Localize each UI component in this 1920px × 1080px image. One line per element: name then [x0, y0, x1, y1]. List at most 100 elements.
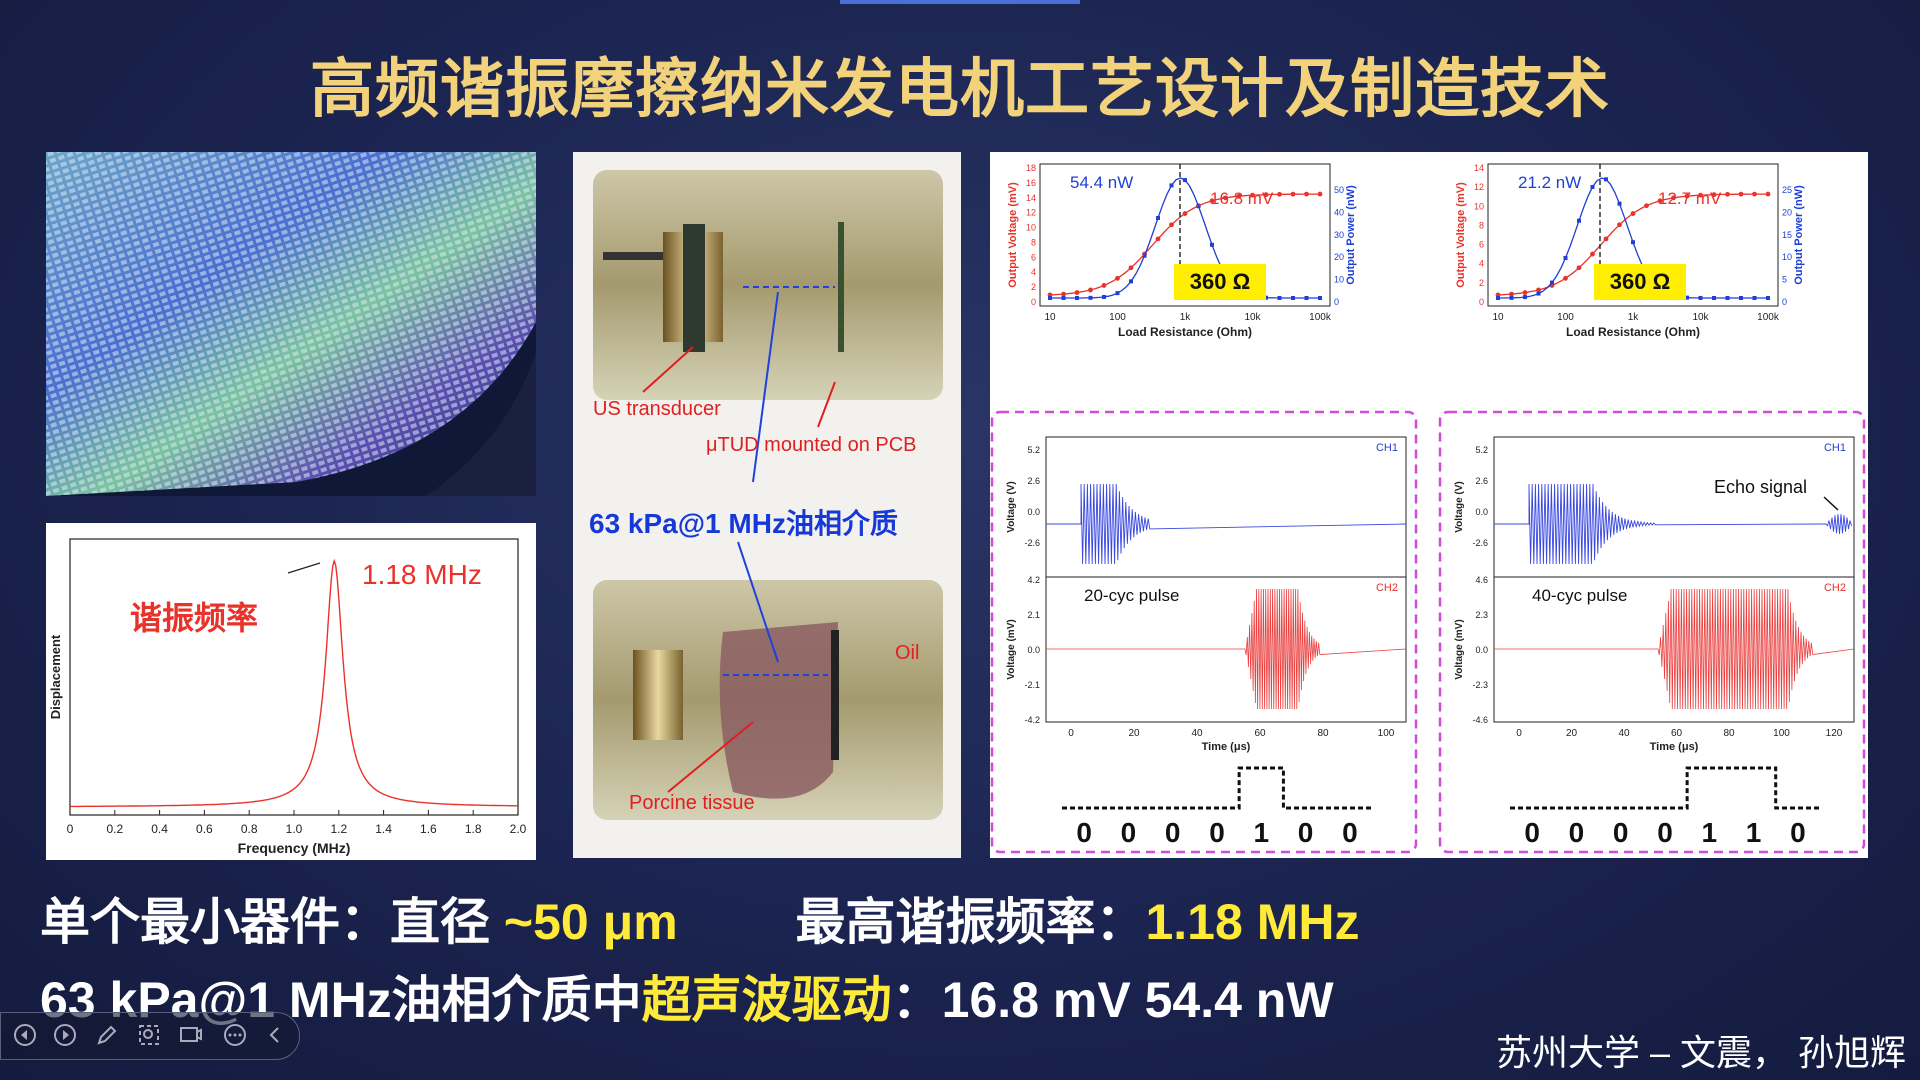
chart-left-ytick-left: 0	[1031, 297, 1036, 307]
scope-left-bit: 0	[1209, 817, 1225, 848]
chart-left-ytick-right: 10	[1334, 275, 1344, 285]
scope-right-xlabel: Time (μs)	[1650, 741, 1699, 753]
scope-right-ytick1: -2.6	[1472, 538, 1488, 548]
freq-xtick-label: 1.0	[286, 822, 303, 836]
summary-line-1: 单个最小器件：直径 ~50 μm 最高谐振频率：1.18 MHz	[40, 882, 1359, 954]
resonance-curve	[70, 558, 518, 808]
oil-label: Oil	[895, 642, 920, 664]
chart-left-xtick: 10k	[1244, 312, 1261, 323]
zoom-icon[interactable]	[137, 1023, 161, 1047]
scope-right-echo-label: Echo signal	[1714, 477, 1807, 497]
scope-right-ytick2: 0.0	[1475, 645, 1488, 655]
resonance-annotation: 1.18 MHz	[362, 559, 482, 590]
resonance-label: 谐振频率	[130, 600, 259, 636]
next-icon[interactable]	[53, 1023, 77, 1047]
scope-left-ch1-trace	[1046, 483, 1407, 565]
credit-text: 苏州大学 – 文震， 孙旭辉	[1495, 1032, 1906, 1073]
slideshow-toolbar	[0, 1012, 300, 1060]
screen-icon[interactable]	[179, 1023, 203, 1047]
freq-xtick-label: 0.2	[106, 822, 123, 836]
chart-right-xlabel: Load Resistance (Ohm)	[1566, 325, 1700, 339]
scope-left-ytick1: 0.0	[1027, 507, 1040, 517]
scope-left-dashed-box	[990, 410, 1418, 854]
chart-right-ylabel-right: Output Power (nW)	[1793, 185, 1805, 285]
chart-left-ytick-left: 16	[1026, 178, 1036, 188]
scope-left-bit: 1	[1253, 817, 1269, 848]
prev-icon[interactable]	[13, 1023, 37, 1047]
chart-left-ytick-right: 50	[1334, 185, 1344, 195]
scope-right-digital-wave	[1510, 766, 1820, 810]
scope-right-echo-arrow	[1823, 496, 1839, 511]
wafer-photo	[46, 152, 536, 496]
scope-left-ytick1: 2.6	[1027, 476, 1040, 486]
scope-right-bit: 0	[1569, 817, 1585, 848]
pen-icon[interactable]	[95, 1023, 119, 1047]
scope-right-xtick: 120	[1826, 728, 1843, 739]
freq-xtick-label: 0.4	[151, 822, 168, 836]
chart-right-ytick-left: 8	[1479, 220, 1484, 230]
scope-left-xlabel: Time (μs)	[1202, 741, 1251, 753]
chart-right-power-line	[1498, 177, 1768, 299]
freq-xlabel: Frequency (MHz)	[238, 840, 351, 856]
freq-xtick-label: 1.2	[330, 822, 347, 836]
scope-left-xtick: 80	[1317, 728, 1329, 739]
scope-right-dashed-box	[1438, 410, 1866, 854]
experiment-photo-panel: US transducer μTUD mounted on PCB 63 kPa…	[573, 152, 961, 858]
results-panel: 10 100 1k 10k 100k 0 2 4 6 8 10 12 14 16 18 0 10 20 30 40 50…	[990, 152, 1868, 858]
scope-right-ytick2: 2.3	[1475, 610, 1488, 620]
chart-left-xtick: 100	[1109, 312, 1126, 323]
chart-left-ylabel-right: Output Power (nW)	[1345, 185, 1357, 285]
chart-left-frame	[1039, 163, 1331, 307]
chart-left-xtick: 10	[1044, 312, 1056, 323]
wafer-image	[46, 152, 536, 496]
chart-left-ytick-right: 20	[1334, 252, 1344, 262]
scope-left-bit: 0	[1121, 817, 1137, 848]
chart-left-ytick-left: 8	[1031, 237, 1036, 247]
scope-left-bit: 0	[1298, 817, 1314, 848]
chart-left-ytick-left: 12	[1026, 208, 1036, 218]
chart-right-resistance-text: 360 Ω	[1610, 269, 1670, 294]
chart-left-power-line	[1050, 177, 1320, 299]
chart-right-ytick-left: 14	[1474, 163, 1484, 173]
scope-left-xtick: 60	[1254, 728, 1266, 739]
scope-left-ch1: CH1	[1376, 442, 1398, 454]
chart-right-ytick-left: 2	[1479, 278, 1484, 288]
chart-left-voltage-label: 16.8 mV	[1210, 189, 1274, 208]
scope-right-xtick: 80	[1723, 728, 1735, 739]
scope-right-xtick: 100	[1773, 728, 1790, 739]
frequency-response-plot: 0 0.2 0.4 0.6 0.8 1.0 1.2 1.4 1.6 1.8 2.0 Frequency…	[46, 523, 536, 860]
photo-caption: 63 kPa@1 MHz油相介质	[589, 508, 898, 539]
scope-right-bit: 0	[1524, 817, 1540, 848]
chart-right-voltage-label: 12.7 mV	[1658, 189, 1722, 208]
chart-left-xtick: 100k	[1309, 312, 1332, 323]
scope-left-ytick1: 5.2	[1027, 445, 1040, 455]
chart-right-ytick-left: 12	[1474, 182, 1484, 192]
scope-left-ytick2: -4.2	[1024, 715, 1040, 725]
more-icon[interactable]	[223, 1023, 247, 1047]
freq-ylabel: Displacement	[48, 634, 63, 719]
scope-right-ch1: CH1	[1824, 442, 1846, 454]
chart-left-ytick-left: 18	[1026, 163, 1036, 173]
scope-right-bit: 0	[1790, 817, 1806, 848]
chart-right-ytick-right: 0	[1782, 297, 1787, 307]
scope-right-ytick2: -4.6	[1472, 715, 1488, 725]
page-title: 高频谐振摩擦纳米发电机工艺设计及制造技术	[310, 53, 1610, 125]
chart-left-voltage-line	[1049, 193, 1320, 296]
scope-right-ch2: CH2	[1824, 582, 1846, 594]
min-device-label: 单个最小器件：直径	[40, 894, 504, 950]
chart-right-xtick: 10k	[1692, 312, 1709, 323]
scope-right-bit: 1	[1746, 817, 1762, 848]
chart-right-xtick: 1k	[1628, 312, 1640, 323]
scope-right-ylabel1: Voltage (V)	[1454, 481, 1465, 532]
output-values-text: ：16.8 mV 54.4 nW	[891, 972, 1334, 1028]
scope-right-xtick: 60	[1671, 728, 1683, 739]
peak-arrow	[287, 562, 321, 574]
collapse-icon[interactable]	[263, 1023, 287, 1047]
chart-left-resistance-box	[1174, 264, 1266, 300]
scope-left-ytick2: -2.1	[1024, 680, 1040, 690]
freq-xtick-label: 0	[67, 822, 74, 836]
freq-xtick-label: 2.0	[510, 822, 527, 836]
scope-right-ytick2: -2.3	[1472, 680, 1488, 690]
freq-xtick-label: 0.6	[196, 822, 213, 836]
us-transducer-label: US transducer	[593, 398, 721, 420]
